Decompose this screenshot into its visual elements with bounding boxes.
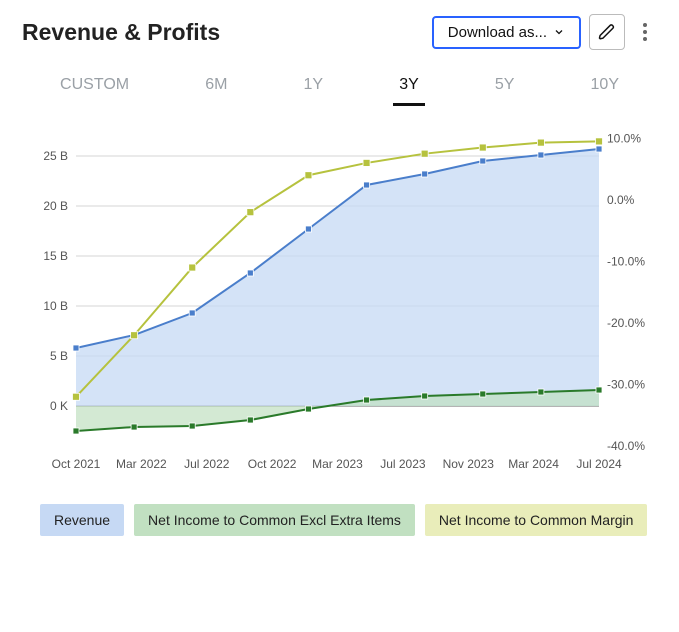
svg-text:20 B: 20 B <box>43 199 68 213</box>
svg-text:0 K: 0 K <box>50 399 68 413</box>
svg-text:Oct 2021: Oct 2021 <box>52 457 101 471</box>
svg-text:-40.0%: -40.0% <box>607 439 645 453</box>
svg-text:-30.0%: -30.0% <box>607 377 645 391</box>
svg-text:Jul 2022: Jul 2022 <box>184 457 230 471</box>
svg-text:Nov 2023: Nov 2023 <box>443 457 495 471</box>
tab-custom[interactable]: CUSTOM <box>22 66 167 106</box>
pencil-icon <box>598 23 616 41</box>
edit-button[interactable] <box>589 14 625 50</box>
kebab-dot-icon <box>643 30 647 34</box>
svg-text:Jul 2023: Jul 2023 <box>380 457 426 471</box>
tab-6m[interactable]: 6M <box>167 66 265 106</box>
svg-text:15 B: 15 B <box>43 249 68 263</box>
svg-text:Jul 2024: Jul 2024 <box>576 457 622 471</box>
page-title: Revenue & Profits <box>22 19 220 46</box>
svg-text:10.0%: 10.0% <box>607 131 641 145</box>
svg-text:10 B: 10 B <box>43 299 68 313</box>
tab-1y[interactable]: 1Y <box>265 66 361 106</box>
svg-text:0.0%: 0.0% <box>607 193 635 207</box>
more-menu-button[interactable] <box>633 23 657 41</box>
kebab-dot-icon <box>643 23 647 27</box>
kebab-dot-icon <box>643 37 647 41</box>
svg-text:-10.0%: -10.0% <box>607 254 645 268</box>
revenue-profits-chart: 0 K 5 B 10 B 15 B 20 B 25 B 10.0% 0.0% -10.0% -20… <box>22 116 657 486</box>
tab-10y[interactable]: 10Y <box>552 66 657 106</box>
chevron-down-icon <box>553 26 565 38</box>
svg-text:25 B: 25 B <box>43 149 68 163</box>
tab-3y[interactable]: 3Y <box>361 66 457 106</box>
svg-text:Oct 2022: Oct 2022 <box>248 457 297 471</box>
svg-text:-20.0%: -20.0% <box>607 316 645 330</box>
svg-text:Mar 2023: Mar 2023 <box>312 457 363 471</box>
legend-item-net-income[interactable]: Net Income to Common Excl Extra Items <box>134 504 415 536</box>
svg-text:Mar 2022: Mar 2022 <box>116 457 167 471</box>
tab-5y[interactable]: 5Y <box>457 66 553 106</box>
legend-item-net-income-margin[interactable]: Net Income to Common Margin <box>425 504 648 536</box>
download-button-label: Download as... <box>448 24 547 41</box>
download-button[interactable]: Download as... <box>432 16 581 49</box>
svg-text:5 B: 5 B <box>50 349 68 363</box>
legend-item-revenue[interactable]: Revenue <box>40 504 124 536</box>
svg-text:Mar 2024: Mar 2024 <box>508 457 559 471</box>
